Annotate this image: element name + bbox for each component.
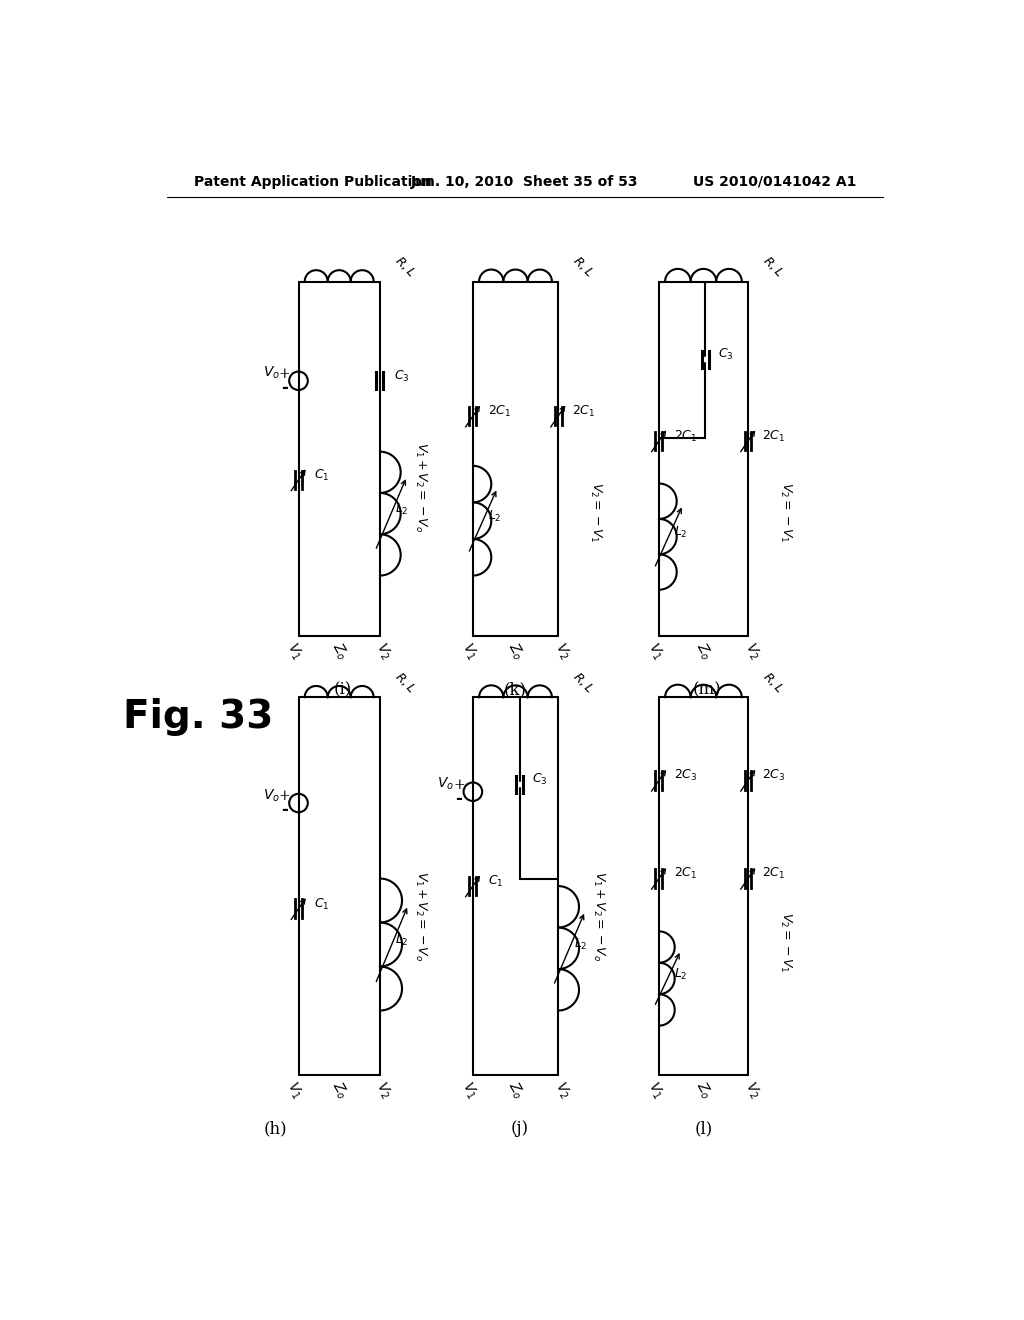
Text: $L_2$: $L_2$	[395, 933, 409, 948]
Text: $R,L$: $R,L$	[760, 253, 786, 280]
Text: $V_1+V_2=-V_o$: $V_1+V_2=-V_o$	[413, 442, 428, 532]
Text: $V_2=-V_1$: $V_2=-V_1$	[777, 912, 793, 973]
Text: US 2010/0141042 A1: US 2010/0141042 A1	[693, 174, 856, 189]
Text: $L_2$: $L_2$	[675, 525, 688, 540]
Text: $L_2$: $L_2$	[488, 510, 502, 524]
Text: $2C_1$: $2C_1$	[675, 429, 697, 444]
Text: $V_1$: $V_1$	[458, 1078, 480, 1101]
Text: (m): (m)	[693, 681, 722, 698]
Text: $C_3$: $C_3$	[394, 368, 410, 384]
Text: $L_2$: $L_2$	[675, 968, 688, 982]
Text: $V_2$: $V_2$	[373, 1078, 395, 1101]
Text: $2C_1$: $2C_1$	[762, 429, 785, 444]
Text: (j): (j)	[510, 1121, 528, 1137]
Text: -: -	[456, 791, 463, 807]
Text: $V_2=-V_1$: $V_2=-V_1$	[777, 482, 793, 543]
Text: $V_1$: $V_1$	[458, 640, 480, 663]
Text: $V_1$: $V_1$	[284, 640, 306, 663]
Text: $R,L$: $R,L$	[391, 253, 418, 280]
Text: $V_1$: $V_1$	[644, 640, 667, 663]
Text: $C_1$: $C_1$	[314, 467, 330, 483]
Text: $V_o$: $V_o$	[437, 776, 455, 792]
Text: $2C_1$: $2C_1$	[762, 866, 785, 882]
Text: -: -	[282, 801, 288, 818]
Text: $V_1$: $V_1$	[284, 1078, 306, 1101]
Text: +: +	[279, 789, 291, 803]
Text: (k): (k)	[504, 681, 527, 698]
Text: $R,L$: $R,L$	[760, 669, 786, 696]
Text: $Z_o$: $Z_o$	[504, 1078, 527, 1102]
Text: (h): (h)	[263, 1121, 287, 1137]
Text: (l): (l)	[694, 1121, 713, 1137]
Text: Jun. 10, 2010  Sheet 35 of 53: Jun. 10, 2010 Sheet 35 of 53	[411, 174, 639, 189]
Text: $Z_o$: $Z_o$	[328, 1078, 350, 1102]
Text: $2C_3$: $2C_3$	[762, 768, 785, 783]
Text: $2C_1$: $2C_1$	[572, 404, 596, 420]
Text: $V_1+V_2=-V_o$: $V_1+V_2=-V_o$	[591, 871, 606, 961]
Text: $L_2$: $L_2$	[395, 502, 409, 517]
Text: $Z_o$: $Z_o$	[328, 640, 350, 663]
Text: Patent Application Publication: Patent Application Publication	[194, 174, 432, 189]
Text: $2C_1$: $2C_1$	[488, 404, 512, 420]
Text: (i): (i)	[334, 681, 352, 698]
Text: $2C_1$: $2C_1$	[675, 866, 697, 882]
Text: $R,L$: $R,L$	[569, 253, 596, 280]
Text: -: -	[282, 379, 288, 396]
Text: $C_3$: $C_3$	[532, 772, 548, 787]
Text: $V_1$: $V_1$	[644, 1078, 667, 1101]
Text: $R,L$: $R,L$	[569, 669, 596, 696]
Text: +: +	[453, 777, 465, 792]
Text: $V_2$: $V_2$	[740, 640, 763, 663]
Text: $C_3$: $C_3$	[718, 347, 733, 363]
Text: $V_2=-V_1$: $V_2=-V_1$	[588, 482, 603, 543]
Text: $V_1+V_2=-V_o$: $V_1+V_2=-V_o$	[413, 871, 428, 961]
Text: $V_2$: $V_2$	[551, 1078, 573, 1101]
Text: $V_o$: $V_o$	[263, 787, 280, 804]
Text: $C_1$: $C_1$	[488, 874, 504, 888]
Text: $Z_o$: $Z_o$	[692, 1078, 715, 1102]
Text: $Z_o$: $Z_o$	[692, 640, 715, 663]
Text: $C_1$: $C_1$	[314, 896, 330, 912]
Text: $Z_o$: $Z_o$	[504, 640, 527, 663]
Text: $V_2$: $V_2$	[551, 640, 573, 663]
Text: $L_2$: $L_2$	[573, 937, 587, 952]
Text: $V_2$: $V_2$	[740, 1078, 763, 1101]
Text: $V_2$: $V_2$	[373, 640, 395, 663]
Text: $V_o$: $V_o$	[263, 364, 280, 381]
Text: Fig. 33: Fig. 33	[123, 698, 273, 735]
Text: $R,L$: $R,L$	[391, 669, 418, 696]
Text: +: +	[279, 367, 291, 381]
Text: $2C_3$: $2C_3$	[675, 768, 698, 783]
